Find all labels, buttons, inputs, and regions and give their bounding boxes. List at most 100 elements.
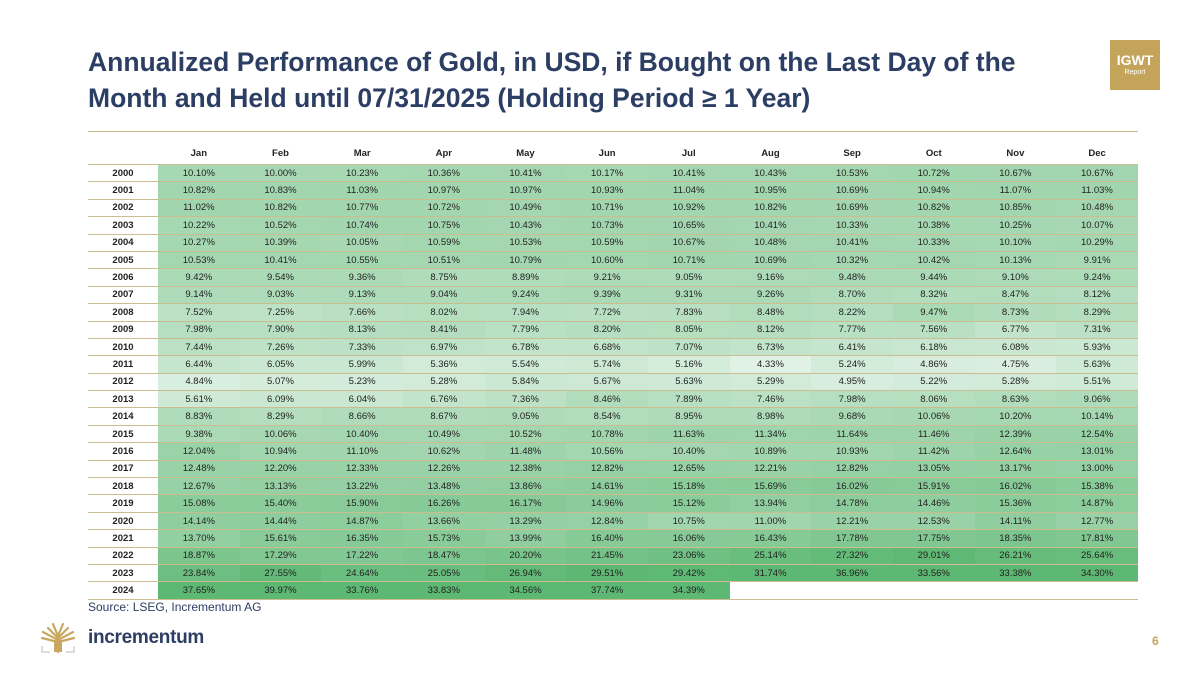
heatmap-cell: 14.61% [566, 477, 648, 495]
year-label: 2019 [88, 494, 158, 513]
heatmap-cell: 13.29% [484, 511, 567, 530]
heatmap-cell: 6.44% [158, 355, 240, 374]
heatmap-cell: 8.95% [647, 407, 730, 426]
heatmap-cell: 9.47% [892, 303, 975, 322]
heatmap-cell: 14.87% [1056, 494, 1138, 513]
heatmap-cell: 14.46% [892, 494, 975, 513]
heatmap-cell: 14.14% [158, 511, 240, 530]
heatmap-cell: 10.42% [892, 250, 975, 269]
heatmap-cell: 10.53% [484, 233, 567, 252]
heatmap-cell: 5.63% [647, 372, 730, 391]
heatmap-cell: 9.21% [566, 268, 648, 287]
heatmap-cell: 33.38% [974, 563, 1057, 582]
heatmap-cell: 9.24% [484, 285, 567, 304]
heatmap-cell [729, 581, 812, 600]
year-label: 2011 [88, 355, 158, 374]
heatmap-cell: 8.02% [402, 303, 485, 322]
table-row: 2023 23.84% 27.55% 24.64% 25.05% 26.94% 29.51%… [88, 563, 1138, 582]
column-header: Oct [925, 148, 942, 159]
year-label: 2016 [88, 442, 158, 461]
heatmap-cell: 13.00% [1056, 459, 1138, 478]
heatmap-cell: 5.63% [1056, 355, 1138, 374]
heatmap-cell: 11.07% [974, 181, 1057, 200]
heatmap-cell: 8.29% [239, 407, 322, 426]
heatmap-cell: 11.64% [811, 424, 893, 443]
heatmap-cell: 16.02% [811, 477, 893, 495]
heatmap-cell: 10.89% [729, 442, 812, 461]
heatmap-cell: 15.61% [239, 529, 322, 548]
heatmap-cell: 8.05% [647, 320, 730, 339]
table-row: 2018 12.67% 13.13% 13.22% 13.48% 13.86% 14.61%… [88, 477, 1138, 495]
heatmap-cell: 16.26% [402, 494, 485, 513]
heatmap-cell: 10.40% [647, 442, 730, 461]
page-number: 6 [1152, 634, 1159, 648]
heatmap-cell: 10.72% [402, 198, 485, 217]
heatmap-cell: 10.07% [1056, 216, 1138, 235]
heatmap-cell: 10.69% [811, 181, 893, 200]
heatmap-cell: 34.56% [484, 581, 567, 600]
heatmap-cell: 10.51% [402, 250, 485, 269]
heatmap-cell: 7.56% [892, 320, 975, 339]
heatmap-cell: 12.21% [811, 511, 893, 530]
heatmap-cell: 10.75% [402, 216, 485, 235]
heatmap-cell: 5.28% [402, 372, 485, 391]
heatmap-cell: 8.48% [729, 303, 812, 322]
heatmap-cell: 12.48% [158, 459, 240, 478]
heatmap-cell: 15.18% [647, 477, 730, 495]
heatmap-cell: 37.74% [566, 581, 648, 600]
heatmap-cell: 12.77% [1056, 511, 1138, 530]
heatmap-cell: 10.32% [811, 250, 893, 269]
heatmap-cell: 11.10% [321, 442, 403, 461]
heatmap-cell: 29.01% [892, 546, 975, 565]
tree-icon [40, 622, 76, 654]
heatmap-cell: 9.42% [158, 268, 240, 287]
heatmap-cell: 11.63% [647, 424, 730, 443]
heatmap-cell: 25.64% [1056, 546, 1138, 565]
heatmap-cell: 9.05% [484, 407, 567, 426]
heatmap-cell: 8.98% [729, 407, 812, 426]
heatmap-cell: 13.94% [729, 494, 812, 513]
heatmap-cell: 11.04% [647, 181, 730, 200]
heatmap-cell: 18.47% [402, 546, 485, 565]
column-header: Jan [190, 148, 208, 159]
heatmap-cell: 10.59% [566, 233, 648, 252]
table-row: 2005 10.53% 10.41% 10.55% 10.51% 10.79% 10.60%… [88, 250, 1138, 269]
heatmap-cell: 25.14% [729, 546, 812, 565]
heatmap-cell: 6.73% [729, 337, 812, 356]
table-row: 2011 6.44% 6.05% 5.99% 5.36% 5.54% 5.74% 5.16% 4… [88, 355, 1138, 374]
heatmap-cell: 27.32% [811, 546, 893, 565]
heatmap-cell: 7.77% [811, 320, 893, 339]
heatmap-cell: 14.78% [811, 494, 893, 513]
heatmap-cell: 16.43% [729, 529, 812, 548]
column-header: Apr [435, 148, 452, 159]
heatmap-cell: 10.23% [321, 163, 403, 182]
heatmap-cell: 26.21% [974, 546, 1057, 565]
heatmap-cell: 15.40% [239, 494, 322, 513]
heatmap-cell: 10.60% [566, 250, 648, 269]
heatmap-cell: 9.36% [321, 268, 403, 287]
heatmap-cell: 12.82% [566, 459, 648, 478]
heatmap-cell: 10.62% [402, 442, 485, 461]
heatmap-cell: 5.29% [729, 372, 812, 391]
heatmap-cell: 8.83% [158, 407, 240, 426]
heatmap-cell: 8.75% [402, 268, 485, 287]
heatmap-cell: 10.36% [402, 163, 485, 182]
heatmap-cell: 9.38% [158, 424, 240, 443]
column-header: Mar [353, 148, 371, 159]
heatmap-cell: 4.75% [974, 355, 1057, 374]
heatmap-cell: 17.81% [1056, 529, 1138, 548]
heatmap-cell: 8.63% [974, 390, 1057, 408]
heatmap-cell: 9.16% [729, 268, 812, 287]
heatmap-cell: 10.52% [239, 216, 322, 235]
table-row: 2020 14.14% 14.44% 14.87% 13.66% 13.29% 12.84%… [88, 511, 1138, 530]
heatmap-cell: 12.65% [647, 459, 730, 478]
heatmap-cell: 7.26% [239, 337, 322, 356]
heatmap-cell: 26.94% [484, 563, 567, 582]
heatmap-cell: 10.53% [811, 163, 893, 182]
heatmap-cell: 10.33% [811, 216, 893, 235]
heatmap-cell: 10.48% [1056, 198, 1138, 217]
heatmap-cell: 10.55% [321, 250, 403, 269]
heatmap-cell: 10.41% [647, 163, 730, 182]
heatmap-cell: 11.03% [321, 181, 403, 200]
heatmap-cell: 12.20% [239, 459, 322, 478]
